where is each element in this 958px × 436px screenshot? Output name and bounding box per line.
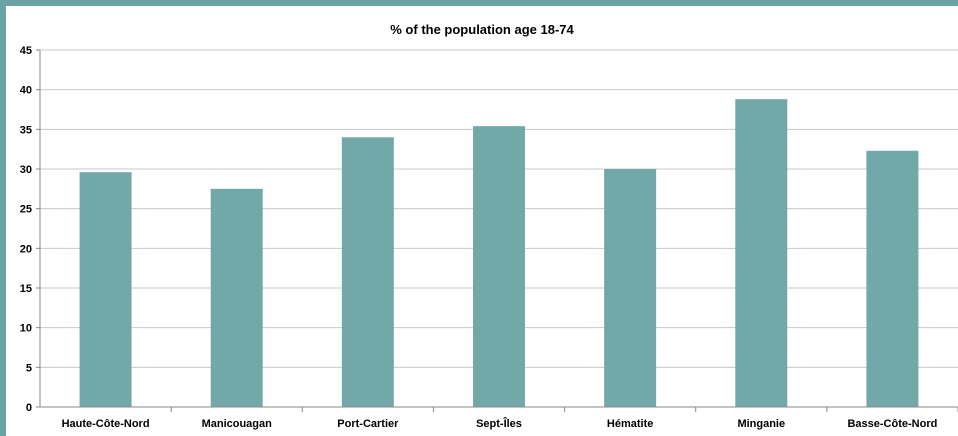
- bar-4: [604, 169, 657, 407]
- y-axis-ticks: 0 5 10 15 20 25 30 35 40 45: [20, 45, 40, 414]
- bar-3: [473, 126, 525, 407]
- x-tick-label: Sept-Îles: [476, 417, 522, 430]
- bars: [79, 99, 919, 407]
- y-tick-label: 40: [20, 85, 32, 97]
- y-tick-label: 15: [20, 283, 32, 295]
- bar-chart: % of the population age 18-74 0 5 10 15 20 25…: [20, 22, 958, 430]
- x-tick-label: Hématite: [607, 418, 653, 430]
- bar-5: [735, 99, 788, 407]
- y-tick-label: 10: [20, 323, 32, 335]
- bar-2: [341, 137, 394, 407]
- x-tick-label: Manicouagan: [202, 418, 273, 430]
- x-axis-ticks: Haute-Côte-Nord Manicouagan Port-Cartier Se…: [62, 407, 958, 430]
- y-tick-label: 5: [26, 362, 32, 374]
- x-tick-label: Haute-Côte-Nord: [62, 418, 150, 430]
- y-tick-label: 25: [20, 204, 32, 216]
- chart-title: % of the population age 18-74: [390, 22, 574, 37]
- y-tick-label: 20: [20, 243, 32, 255]
- bar-0: [79, 172, 132, 407]
- chart-frame: % of the population age 18-74 0 5 10 15 20 25…: [6, 6, 958, 436]
- y-tick-label: 30: [20, 164, 32, 176]
- y-tick-label: 45: [20, 45, 32, 57]
- x-tick-label: Minganie: [737, 418, 785, 430]
- bar-6: [866, 150, 919, 407]
- y-tick-label: 0: [26, 402, 32, 414]
- x-tick-label: Port-Cartier: [337, 418, 399, 430]
- y-tick-label: 35: [20, 124, 32, 136]
- bar-1: [210, 188, 263, 407]
- x-tick-label: Basse-Côte-Nord: [847, 418, 937, 430]
